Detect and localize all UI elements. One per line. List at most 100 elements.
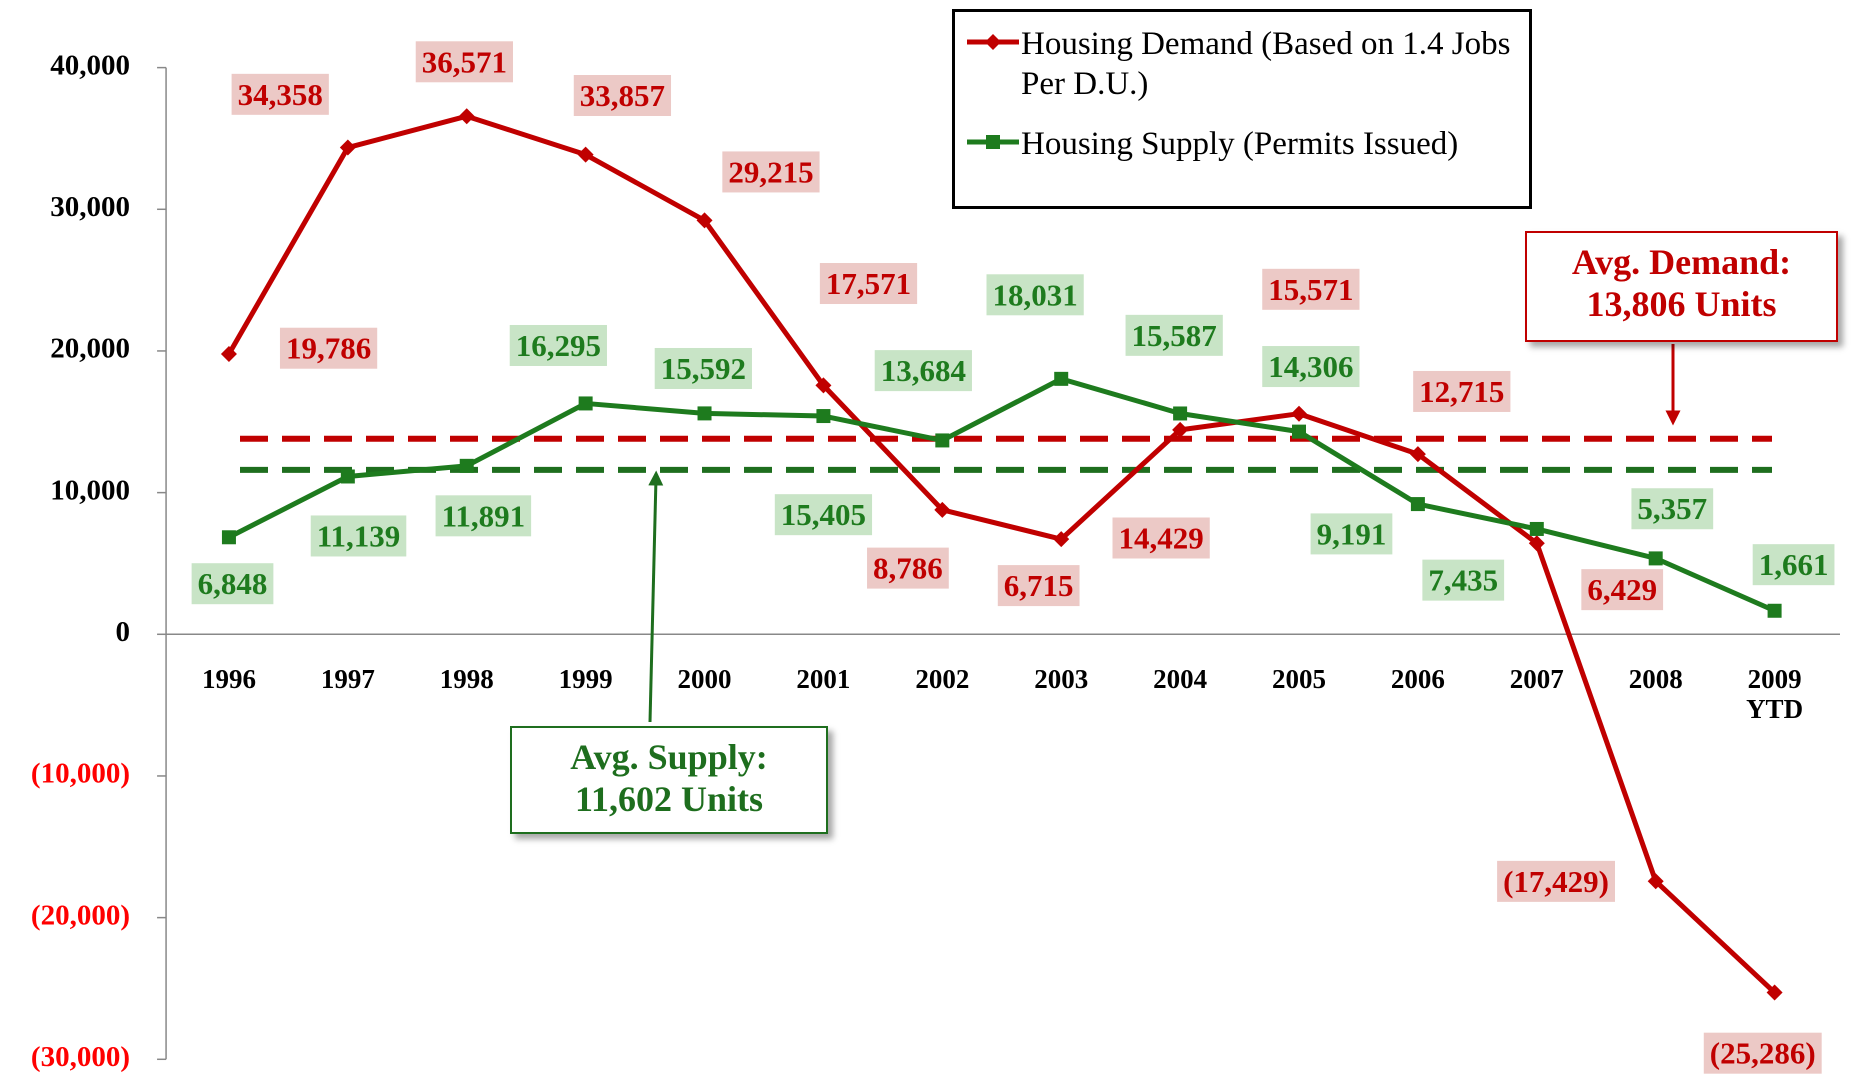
data-label: 6,848 xyxy=(198,566,268,601)
data-label: 6,429 xyxy=(1587,572,1657,607)
x-tick-label: 1996 xyxy=(201,664,256,695)
data-label-bg xyxy=(986,274,1084,316)
marker xyxy=(1767,603,1782,618)
data-label: 15,405 xyxy=(781,497,866,532)
data-label: 29,215 xyxy=(728,154,813,189)
data-label: 11,891 xyxy=(442,498,526,533)
data-label: 6,715 xyxy=(1004,568,1074,603)
marker xyxy=(577,146,594,163)
data-label-bg xyxy=(1310,513,1393,555)
x-tick-label: 1998 xyxy=(439,664,494,695)
data-label-bg xyxy=(279,327,378,369)
data-label: 5,357 xyxy=(1637,491,1707,526)
data-label-bg xyxy=(1422,559,1505,601)
marker xyxy=(1410,497,1425,512)
legend-label: Housing Demand (Based on 1.4 Jobs Per D.… xyxy=(1021,26,1511,102)
reference-label: Avg. Demand: 13,806 Units xyxy=(1525,231,1838,342)
data-label: 14,306 xyxy=(1268,349,1353,384)
marker xyxy=(221,530,236,545)
reference-label-line: Avg. Supply: xyxy=(570,737,768,777)
data-label: 15,587 xyxy=(1132,318,1217,353)
x-tick-label: 1997 xyxy=(320,664,375,695)
legend: Housing Demand (Based on 1.4 Jobs Per D.… xyxy=(952,9,1532,209)
x-tick-label: 2004 xyxy=(1153,664,1208,695)
arrow xyxy=(648,470,664,723)
marker xyxy=(935,433,950,448)
data-label-bg xyxy=(1581,569,1664,611)
legend-item: Housing Demand (Based on 1.4 Jobs Per D.… xyxy=(965,24,1519,104)
x-tick-label: 2000 xyxy=(677,664,732,695)
data-label: 18,031 xyxy=(992,277,1077,312)
marker xyxy=(696,212,713,229)
x-tick-label: 2006 xyxy=(1390,664,1445,695)
y-tick-label: 30,000 xyxy=(50,191,130,223)
x-tick-label: 2009 YTD xyxy=(1746,664,1804,725)
marker xyxy=(1648,551,1663,566)
marker xyxy=(816,409,831,424)
data-label-bg xyxy=(722,151,820,193)
marker xyxy=(578,396,593,411)
marker xyxy=(1528,535,1545,552)
data-label: 7,435 xyxy=(1428,563,1498,598)
x-tick-label: 2001 xyxy=(796,664,851,695)
data-label-bg xyxy=(1112,517,1210,559)
marker xyxy=(1292,424,1307,439)
y-tick-label: (20,000) xyxy=(31,899,130,931)
marker xyxy=(459,458,474,473)
y-tick-label: 10,000 xyxy=(50,474,130,506)
data-label: 19,786 xyxy=(286,331,371,366)
reference-label: Avg. Supply: 11,602 Units xyxy=(510,726,828,834)
data-label: 8,786 xyxy=(873,551,943,586)
data-label-bg xyxy=(997,565,1080,607)
data-label-bg xyxy=(415,41,513,83)
legend-marker xyxy=(986,135,1000,149)
data-label: (25,286) xyxy=(1710,1036,1816,1071)
y-tick-label: 40,000 xyxy=(50,49,130,81)
legend-item: Housing Supply (Permits Issued) xyxy=(965,124,1519,164)
data-label: 34,358 xyxy=(238,77,323,112)
x-tick-label: 2002 xyxy=(915,664,970,695)
data-label: 15,571 xyxy=(1268,272,1353,307)
marker xyxy=(1054,371,1069,386)
legend-swatch xyxy=(967,34,1019,50)
data-label-bg xyxy=(1703,1032,1822,1074)
data-label-bg xyxy=(1262,268,1360,310)
reference-label-line: 13,806 Units xyxy=(1586,284,1777,324)
data-label-bg xyxy=(191,563,274,605)
data-label: 1,661 xyxy=(1759,547,1829,582)
data-labels: 19,786 34,358 36,571 33,857 29,215 17,571 8,78… xyxy=(191,41,1835,1074)
marker xyxy=(1529,521,1544,536)
marker xyxy=(1766,984,1783,1001)
data-label-bg xyxy=(1262,346,1360,388)
data-label-bg xyxy=(310,515,407,557)
legend-marker xyxy=(985,34,1001,50)
x-tick-label: 2005 xyxy=(1272,664,1326,695)
reference-label-line: Avg. Demand: xyxy=(1571,242,1792,282)
data-label: 15,592 xyxy=(661,351,746,386)
data-label-bg xyxy=(1413,370,1511,412)
x-tick-label: 2008 xyxy=(1628,664,1683,695)
data-label: 17,571 xyxy=(826,266,911,301)
data-label: (17,429) xyxy=(1503,864,1609,899)
marker xyxy=(340,469,355,484)
marker xyxy=(458,108,475,125)
data-label-bg xyxy=(819,263,918,305)
data-label-bg xyxy=(867,547,949,589)
x-tick-label: 2007 xyxy=(1509,664,1564,695)
data-label: 11,139 xyxy=(317,518,401,553)
data-label: 36,571 xyxy=(422,44,507,79)
marker xyxy=(1172,421,1189,438)
legend-swatch xyxy=(967,135,1019,149)
series-line xyxy=(227,376,1776,614)
data-label-bg xyxy=(509,324,607,366)
data-label: 14,429 xyxy=(1119,520,1204,555)
x-tick-label: 2003 xyxy=(1034,664,1089,695)
data-label-bg xyxy=(874,350,972,392)
y-tick-label: (10,000) xyxy=(31,758,130,790)
series-line xyxy=(226,113,1777,995)
data-label: 9,191 xyxy=(1317,516,1387,551)
data-label: 16,295 xyxy=(516,328,601,363)
marker xyxy=(1053,531,1070,548)
marker xyxy=(1409,446,1426,463)
